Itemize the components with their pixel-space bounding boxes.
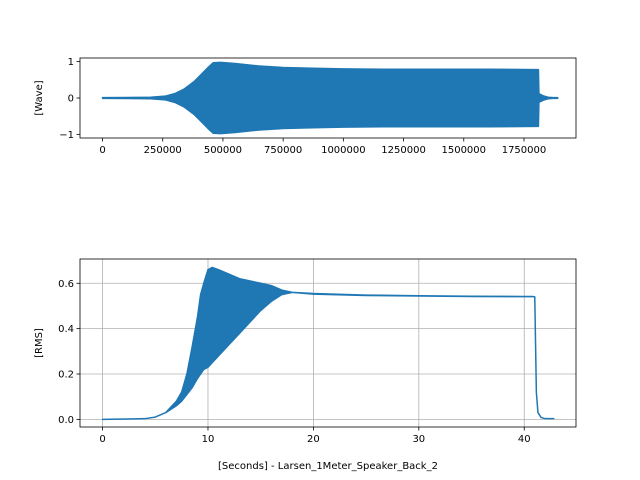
rms-y-tick-label: 0.6: [58, 279, 74, 290]
wave-y-tick-label: 1: [68, 57, 74, 68]
rms-y-axis-label: [RMS]: [34, 328, 45, 358]
rms-y-tick-label: 0.4: [58, 324, 74, 335]
wave-x-tick-label: 1250000: [381, 145, 426, 156]
rms-axes-frame: [79, 258, 577, 428]
rms-y-ticks: 0.0 0.2 0.4 0.6: [58, 279, 80, 426]
rms-x-tick-label: 20: [307, 434, 320, 445]
wave-panel: 0 250000 500000 750000 1000000 1250000 1500000…: [34, 57, 577, 156]
rms-series: [101, 266, 555, 421]
rms-grid: [80, 259, 576, 427]
wave-x-tick-label: 1750000: [502, 145, 547, 156]
rms-x-ticks: 0 10 20 30 40: [99, 427, 531, 445]
wave-x-tick-label: 0: [99, 145, 105, 156]
rms-y-tick-label: 0.2: [58, 370, 74, 381]
rms-x-tick-label: 10: [202, 434, 215, 445]
wave-y-axis-label: [Wave]: [34, 80, 45, 115]
wave-x-tick-label: 750000: [264, 145, 302, 156]
wave-y-tick-label: 0: [68, 94, 74, 105]
rms-x-tick-label: 0: [99, 434, 105, 445]
wave-y-ticks: 1 0 −1: [59, 57, 80, 141]
rms-x-tick-label: 40: [518, 434, 531, 445]
rms-panel: 0 10 20 30 40 0.0 0.2 0.4 0.6 [RMS] [Seconds] -…: [34, 258, 577, 472]
rms-x-tick-label: 30: [412, 434, 425, 445]
wave-x-ticks: 0 250000 500000 750000 1000000 1250000 1500000…: [99, 138, 546, 156]
rms-x-axis-label: [Seconds] - Larsen_1Meter_Speaker_Back_2: [218, 461, 438, 472]
wave-x-tick-label: 500000: [204, 145, 242, 156]
rms-series-envelope: [101, 266, 555, 421]
wave-x-tick-label: 250000: [144, 145, 182, 156]
wave-series: [101, 61, 559, 135]
wave-x-tick-label: 1500000: [441, 145, 486, 156]
wave-y-tick-label: −1: [59, 130, 74, 141]
wave-x-tick-label: 1000000: [321, 145, 366, 156]
wave-series-envelope: [101, 61, 559, 135]
rms-y-tick-label: 0.0: [58, 415, 74, 426]
